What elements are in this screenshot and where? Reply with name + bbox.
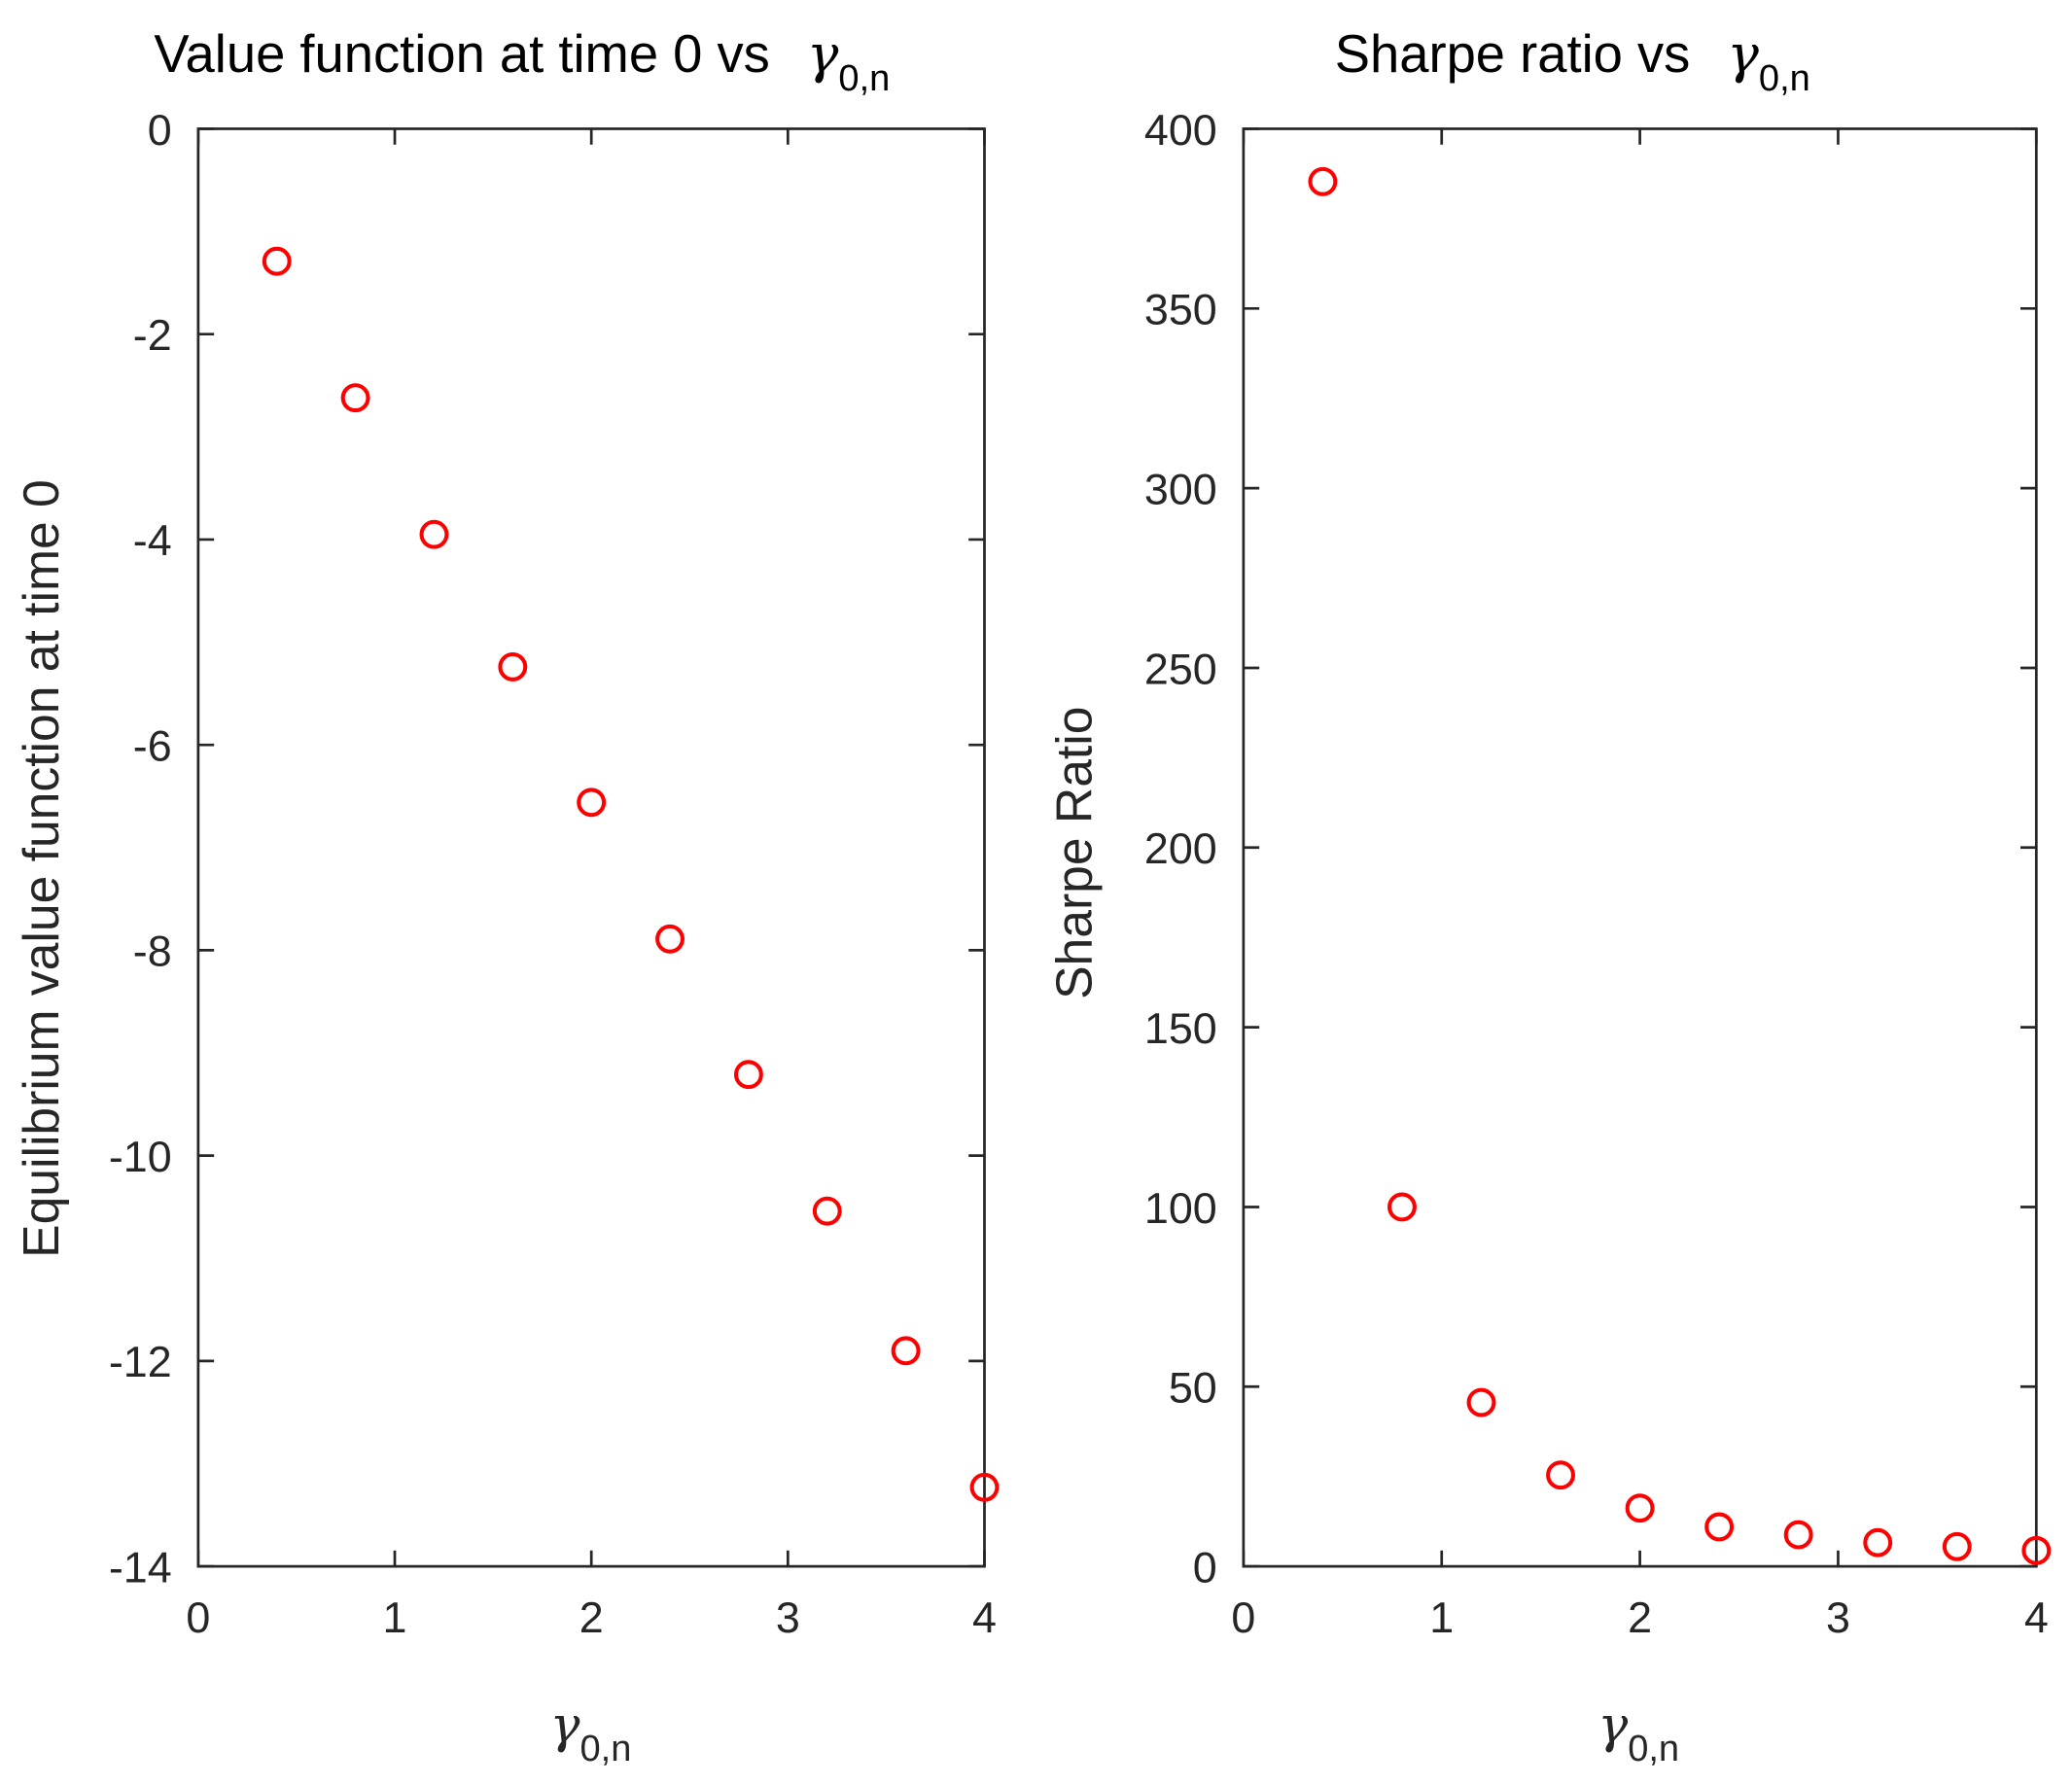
axes-box: [1242, 127, 2038, 1568]
x-tick-label: 1: [383, 1592, 407, 1642]
axes-box: [196, 127, 986, 1568]
data-point: [655, 924, 685, 954]
left-xlabel: γ0,n: [550, 1697, 632, 1769]
data-point: [733, 1060, 763, 1090]
y-tick-label: -4: [133, 515, 172, 565]
data-point: [340, 383, 370, 413]
x-tick-label: 2: [1628, 1592, 1652, 1642]
y-tick-label: -6: [133, 720, 172, 770]
y-tick-label: 150: [1144, 1003, 1217, 1053]
data-point: [1942, 1531, 1972, 1561]
y-tick-label: 300: [1144, 464, 1217, 513]
data-point: [1387, 1192, 1417, 1222]
data-point: [1466, 1387, 1496, 1418]
data-point: [2021, 1535, 2052, 1565]
left-title: Value function at time 0 vs γ0,n: [154, 23, 890, 99]
y-tick-label: -8: [133, 927, 172, 976]
y-tick-label: -12: [109, 1337, 172, 1386]
x-tick-label: 4: [972, 1592, 997, 1642]
y-tick-label: 100: [1144, 1183, 1217, 1233]
data-point: [577, 788, 607, 818]
left-plot: Value function at time 0 vs γ0,n γ0,n Equ…: [13, 23, 1000, 1769]
data-point: [969, 1472, 1000, 1502]
x-tick-label: 3: [1826, 1592, 1850, 1642]
x-tick-label: 0: [186, 1592, 210, 1642]
y-tick-label: 0: [1193, 1542, 1217, 1592]
right-ylabel: Sharpe Ratio: [1046, 707, 1103, 999]
y-tick-label: 50: [1169, 1363, 1217, 1413]
data-point: [419, 519, 449, 549]
x-tick-label: 1: [1429, 1592, 1454, 1642]
y-tick-label: 250: [1144, 644, 1217, 693]
data-point: [262, 246, 292, 276]
x-tick-label: 2: [579, 1592, 604, 1642]
data-point: [1783, 1520, 1813, 1550]
data-point: [1704, 1512, 1735, 1542]
right-plot: Sharpe ratio vs γ0,n γ0,n Sharpe Ratio 0 1…: [1046, 23, 2052, 1769]
data-point: [812, 1196, 842, 1226]
data-point: [1625, 1493, 1655, 1523]
y-tick-label: -10: [109, 1132, 172, 1181]
x-tick-label: 0: [1231, 1592, 1255, 1642]
left-ylabel: Equilibrium value function at time 0: [13, 479, 69, 1258]
x-tick-label: 4: [2024, 1592, 2049, 1642]
y-tick-label: 350: [1144, 285, 1217, 334]
y-tick-label: -2: [133, 310, 172, 360]
data-point: [891, 1336, 921, 1366]
data-point: [498, 651, 528, 682]
y-tick-label: 0: [148, 105, 172, 155]
data-point: [1546, 1460, 1575, 1490]
y-tick-label: 200: [1144, 823, 1217, 873]
data-point: [1308, 166, 1338, 196]
x-tick-label: 3: [776, 1592, 800, 1642]
y-tick-label: 400: [1144, 105, 1217, 155]
right-title: Sharpe ratio vs γ0,n: [1335, 23, 1810, 99]
y-tick-label: -14: [109, 1542, 172, 1592]
data-point: [1863, 1527, 1893, 1558]
right-xlabel: γ0,n: [1598, 1697, 1679, 1769]
